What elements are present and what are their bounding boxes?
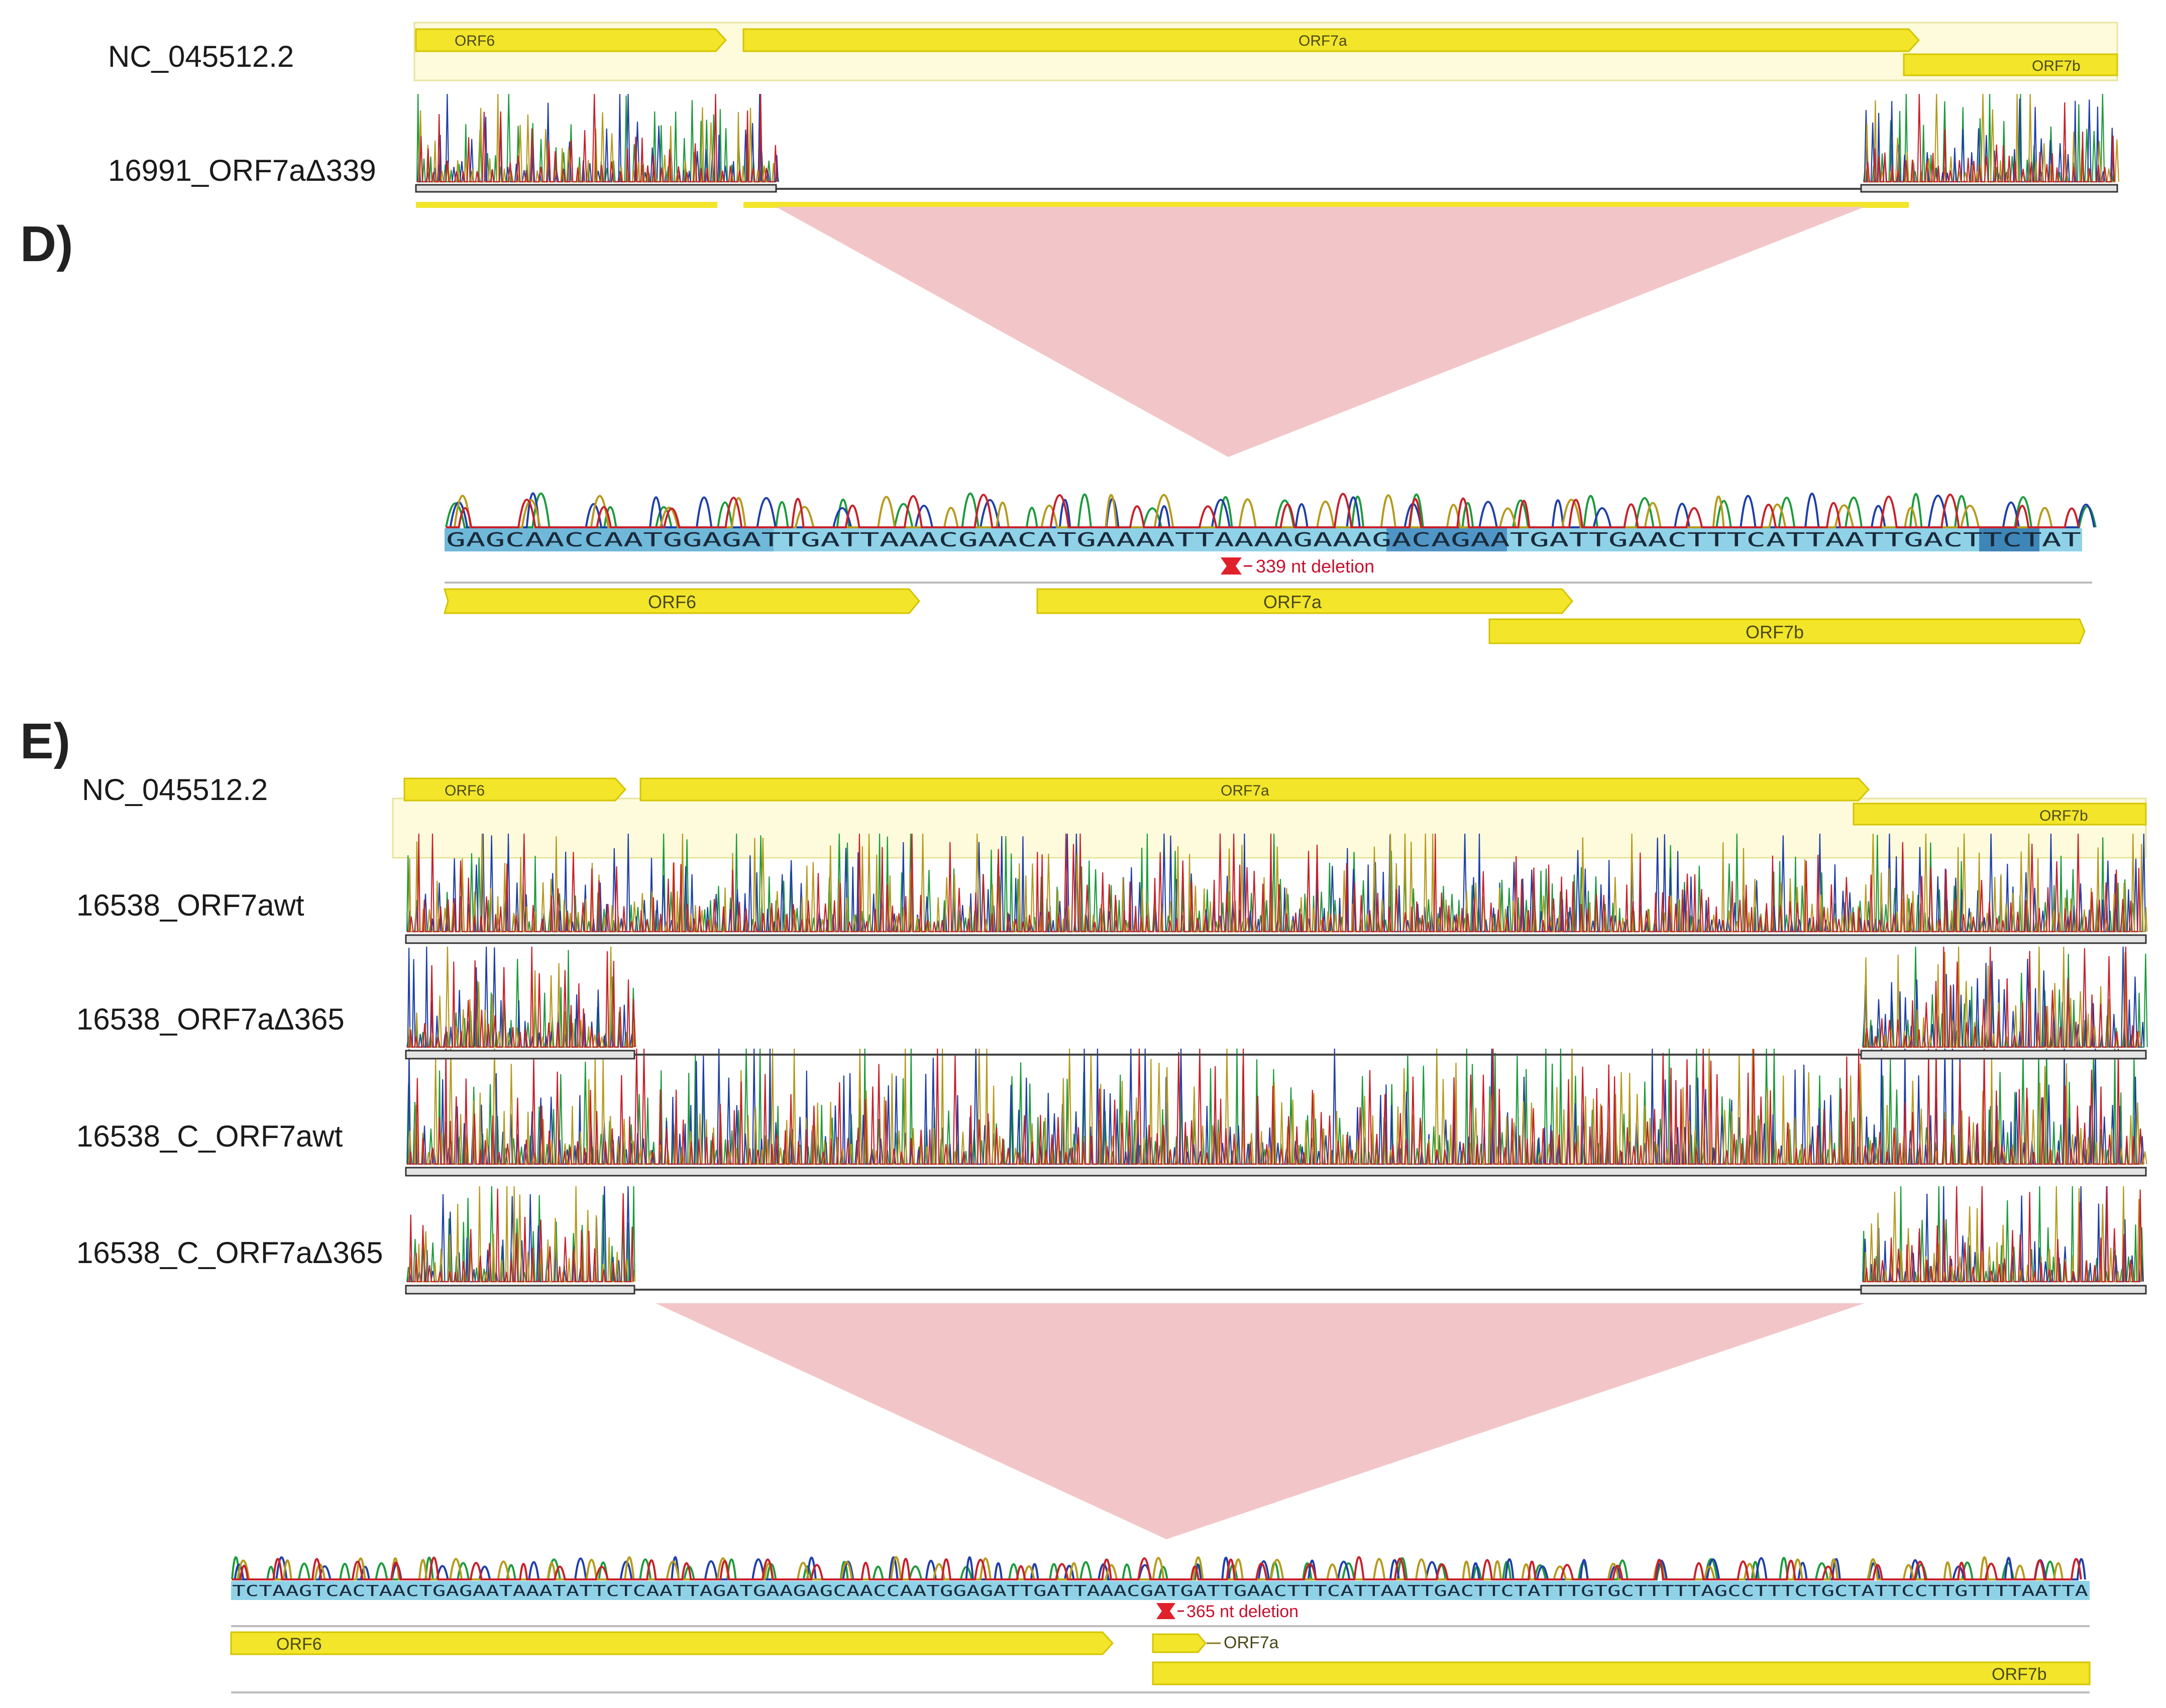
e-zoom-trace-base-t: [232, 1556, 2082, 1580]
panel-e-sequence-text: TCTAAGTCACTAACTGAGAATAAATATTCTCAATTAGATG…: [232, 1582, 2088, 1600]
panel-d-ref-feature-orf7b: ORF7b: [1903, 53, 2118, 76]
e-trace-4r-base-t: [1863, 1186, 2142, 1283]
e-trace-2l-base-c: [407, 946, 634, 1048]
panel-e-zoom-chromatogram: [231, 1556, 2086, 1580]
panel-d-deletion-label: 339 nt deletion: [1256, 556, 1374, 577]
d-trace-right-base-g: [1864, 93, 2119, 183]
panel-e-coverage-bar-4-right: [1860, 1285, 2147, 1295]
panel-d-coverage-bar-right: [1860, 184, 2118, 193]
panel-d-zoom-feature-orf6-label: ORF6: [648, 592, 696, 612]
panel-e-ref-feature-orf6: ORF6: [403, 777, 627, 802]
e-trace-2r-base-t: [1863, 946, 2140, 1048]
panel-e-sample-trace-2-right: [1862, 946, 2148, 1048]
panel-d-zoom-feature-orf7a-label: ORF7a: [1263, 592, 1322, 612]
panel-d-ref-feature-orf7a-label: ORF7a: [1298, 33, 1347, 49]
e-trace-3-base-t: [407, 1048, 2143, 1165]
d-zoom-trace-base-g: [446, 494, 2053, 528]
panel-d-sequence-text: GAGCAACCAATGGAGATTGATTAAACGAACATGAAAATTA…: [446, 529, 2081, 551]
panel-d-zoom-chromatogram: [445, 492, 2097, 528]
panel-e-zoom-feature-orf7b: ORF7b: [1152, 1661, 2091, 1685]
panel-e-sample-trace-4-left: [406, 1186, 636, 1283]
panel-d-ref-feature-orf6: ORF6: [415, 28, 727, 52]
panel-e-sequence-band: [231, 1581, 2090, 1600]
panel-d-deletion-icon: [1221, 557, 1242, 575]
d-trace-right-base-t: [1864, 93, 2115, 183]
panel-d-deletion-marker: 339 nt deletion: [1221, 556, 1374, 577]
panel-d-sequence-band-shade-left: [445, 528, 774, 551]
panel-e-deletion-marker: 365 nt deletion: [1156, 1602, 1298, 1621]
panel-d-sequence-band-shade-mid: [1386, 528, 1507, 551]
panel-d-coverage-bar-left: [415, 184, 777, 193]
panel-e-sample-trace-1: [406, 833, 2148, 933]
panel-e-deletion-label: 365 nt deletion: [1186, 1602, 1298, 1621]
e-trace-4r-base-c: [1863, 1186, 2144, 1283]
panel-d-sample-trace-left: [416, 93, 780, 183]
panel-e-zoom-feature-orf7b-label: ORF7b: [1992, 1665, 2047, 1684]
d-trace-left-base-a: [416, 93, 780, 183]
panel-e-ref-feature-orf7b-label: ORF7b: [2039, 808, 2088, 824]
panel-d-ref-feature-orf7a: ORF7a: [742, 28, 1920, 52]
d-trace-left-base-g: [417, 93, 775, 183]
e-zoom-trace-base-g: [232, 1556, 2064, 1580]
e-trace-2l-base-t: [407, 946, 636, 1048]
panel-d-zoom-feature-orf7b: ORF7b: [1488, 618, 2086, 644]
panel-d-reference-label: NC_045512.2: [108, 40, 294, 73]
d-trace-left-base-c: [417, 93, 779, 183]
panel-d-zoom-feature-orf7a: ORF7a: [1036, 588, 1573, 614]
panel-e-ref-feature-orf7a-label: ORF7a: [1221, 782, 1269, 799]
panel-d-label: D): [20, 216, 73, 272]
e-zoom-trace-base-a: [231, 1556, 2056, 1580]
e-trace-1-base-t: [407, 833, 2141, 933]
panel-d-sample-feature-strip-1: [416, 202, 717, 208]
panel-e-coverage-bar-3: [405, 1167, 2147, 1177]
panel-e-label: E): [20, 713, 70, 769]
panel-d-ref-feature-orf6-label: ORF6: [455, 33, 495, 49]
d-zoom-trace-base-t: [446, 493, 2080, 528]
e-trace-2l-base-g: [407, 946, 636, 1048]
panel-e-coverage-bar-2-left: [405, 1050, 635, 1060]
panel-e-ref-feature-orf6-label: ORF6: [445, 782, 485, 799]
panel-e-zoom-feature-orf6-label: ORF6: [276, 1635, 322, 1654]
panel-e-coverage-bar-1: [405, 934, 2147, 944]
e-trace-4l-base-t: [407, 1188, 634, 1283]
panel-e-sample-label-4: 16538_C_ORF7aΔ365: [76, 1236, 383, 1270]
panel-d-zoom-feature-orf6: ORF6: [444, 588, 920, 614]
panel-e-sample-trace-3: [406, 1048, 2147, 1165]
panel-e-deletion-icon: [1156, 1603, 1175, 1619]
panel-e-sample-label-2: 16538_ORF7aΔ365: [76, 1002, 345, 1036]
panel-d-ref-feature-orf7b-label: ORF7b: [2032, 58, 2081, 74]
panel-d-sample-feature-strip-2: [743, 202, 1909, 208]
panel-d-sample-trace-right: [1863, 93, 2119, 183]
panel-e-sample-trace-4-right: [1862, 1186, 2144, 1283]
panel-d-zoom-funnel: [776, 207, 1865, 457]
panel-e-coverage-bar-4-left: [405, 1285, 635, 1295]
panel-e-zoom-funnel: [656, 1303, 1865, 1539]
panel-e-sample-label-1: 16538_ORF7awt: [76, 888, 304, 922]
panel-e-coverage-bar-2-right: [1860, 1050, 2147, 1060]
panel-e-zoom-feature-orf7a: ORF7a: [1152, 1633, 1279, 1653]
panel-e: E) NC_045512.2 ORF6 ORF7a ORF7b 16538_OR…: [20, 713, 2148, 1693]
panel-e-zoom-feature-orf6: ORF6: [230, 1631, 1114, 1655]
panel-d-sample-label: 16991_ORF7aΔ339: [108, 154, 376, 187]
panel-e-sample-label-3: 16538_C_ORF7awt: [76, 1119, 343, 1153]
panel-e-ref-feature-orf7a: ORF7a: [639, 777, 1870, 802]
panel-e-ref-feature-orf7b: ORF7b: [1853, 803, 2147, 826]
panel-e-reference-label: NC_045512.2: [82, 773, 268, 807]
panel-d-zoom-feature-orf7b-label: ORF7b: [1746, 622, 1804, 642]
panel-d-sequence-band-shade-right: [1979, 528, 2039, 551]
panel-e-sample-trace-2-left: [406, 946, 636, 1048]
d-trace-left-base-t: [417, 93, 778, 183]
panel-e-zoom-feature-orf7a-label: ORF7a: [1224, 1633, 1279, 1652]
panel-d: NC_045512.2 ORF6 ORF7a ORF7b 16991_ORF7a…: [20, 22, 2119, 644]
e-trace-4l-base-a: [406, 1186, 635, 1283]
